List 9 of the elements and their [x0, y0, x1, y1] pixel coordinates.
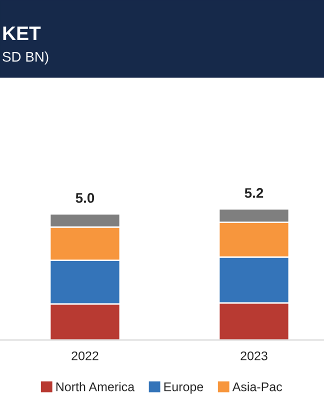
- annotation: 5.0: [76, 193, 94, 203]
- chart-title: KET: [3, 26, 41, 40]
- legend-label: North America: [56, 382, 135, 392]
- x-tick-label: 2023: [240, 351, 268, 360]
- annotation: 5.2: [244, 188, 264, 198]
- legend-label: Europe: [164, 382, 204, 394]
- chart-subtitle: SD BN): [2, 52, 48, 64]
- legend-label: Asia-Pac: [232, 382, 282, 392]
- x-tick-label: 2022: [72, 351, 98, 360]
